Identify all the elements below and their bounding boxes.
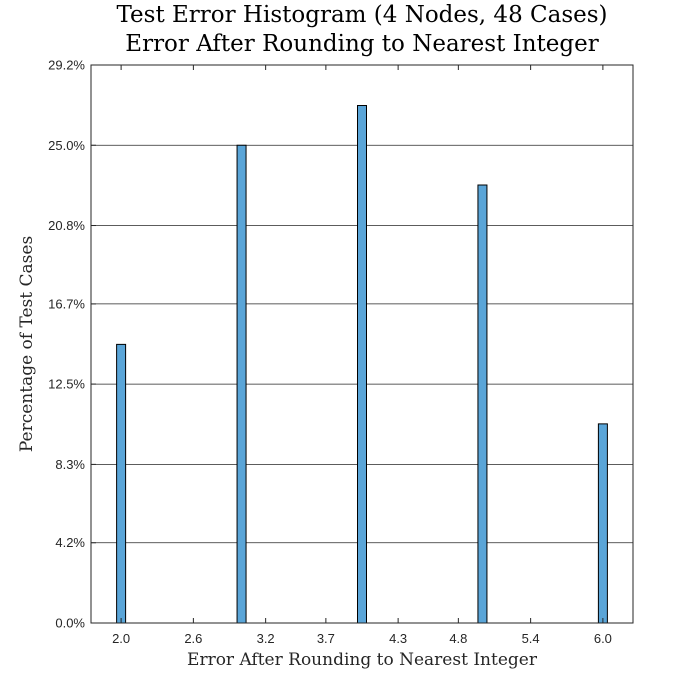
histogram-bar [477,184,488,624]
chart-title: Test Error Histogram (4 Nodes, 48 Cases) [116,2,607,28]
plot-frame [90,64,634,624]
histogram-bar [116,343,127,624]
y-tick-label: 8.3% [55,457,85,472]
y-tick-label: 4.2% [55,535,85,550]
chart-subtitle: Error After Rounding to Nearest Integer [125,31,598,57]
y-tick-labels: 0.0% 4.2% 8.3% 12.5% 16.7% 20.8% 25.0% 29.2% [48,58,96,631]
y-tick-label: 20.8% [48,218,85,233]
x-tick-labels: 2.0 2.6 3.2 3.7 4.3 4.8 5.4 6.0 [112,65,612,646]
histogram-bar [236,144,247,624]
y-tick-label: 12.5% [48,377,85,392]
bars [116,105,608,624]
x-tick-label: 3.2 [257,631,275,646]
x-axis-label: Error After Rounding to Nearest Integer [187,650,538,670]
x-tick-label: 4.8 [449,631,467,646]
histogram-bar [597,423,608,624]
x-tick-label: 2.0 [112,631,130,646]
x-tick-label: 2.6 [184,631,202,646]
histogram-bar [357,105,367,624]
x-tick-label: 3.7 [317,631,335,646]
x-tick-label: 5.4 [522,631,540,646]
x-tick-label: 4.3 [389,631,407,646]
x-tick-label: 6.0 [594,631,612,646]
y-tick-label: 29.2% [48,58,85,73]
y-tick-label: 25.0% [48,138,85,153]
y-tick-label: 16.7% [48,296,85,311]
y-tick-label: 0.0% [55,616,85,631]
y-axis-label: Percentage of Test Cases [17,236,37,452]
